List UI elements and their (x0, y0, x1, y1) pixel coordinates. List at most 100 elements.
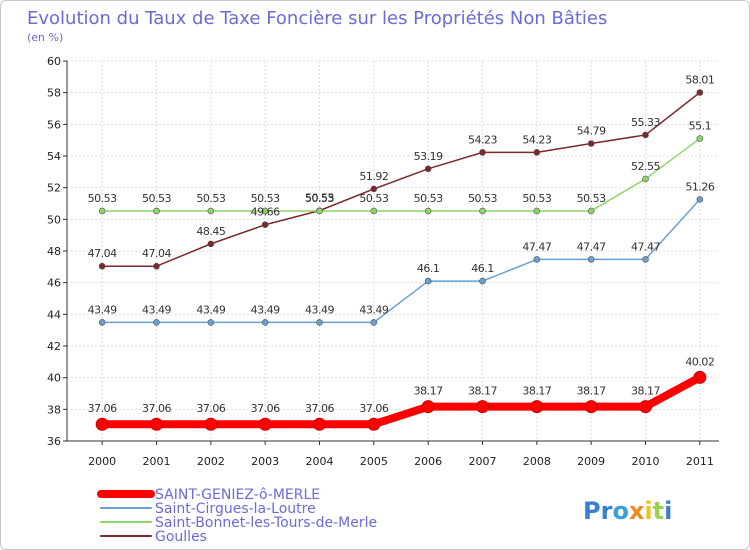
chart-title: Evolution du Taux de Taxe Foncière sur l… (27, 8, 607, 29)
y-tick-label: 54 (47, 150, 61, 163)
data-labels: 47.04 47.04 48.45 49.66 50.55 51.92 53.19 54.23… (88, 74, 716, 416)
legend-entry: SAINT-GENIEZ-ô-MERLE (155, 487, 320, 503)
legend-entry: Saint-Bonnet-les-Tours-de-Merle (155, 515, 377, 531)
x-tick-label: 2005 (360, 455, 388, 468)
x-tick-label: 2009 (577, 455, 605, 468)
data-label: 48.45 (196, 225, 225, 238)
data-point (424, 165, 432, 173)
data-point (479, 277, 486, 285)
data-point (258, 417, 272, 431)
data-point (530, 400, 544, 414)
data-point (370, 319, 378, 326)
y-tick-label: 40 (47, 372, 61, 385)
data-point (150, 417, 163, 431)
y-tick-label: 52 (47, 182, 61, 195)
data-label: 37.06 (142, 402, 171, 415)
data-point (642, 256, 649, 263)
data-label: 54.23 (522, 133, 551, 146)
data-point (261, 221, 269, 229)
data-point (642, 175, 649, 183)
data-point (693, 370, 707, 384)
data-point (584, 400, 598, 414)
data-point (153, 319, 160, 326)
y-tick-label: 60 (47, 55, 61, 68)
y-tick-label: 44 (47, 308, 61, 321)
data-label: 50.53 (359, 192, 388, 205)
x-tick-label: 2000 (88, 455, 116, 468)
data-label: 50.53 (142, 192, 171, 205)
x-tick-label: 2006 (414, 455, 442, 468)
y-tick-label: 38 (47, 403, 61, 416)
x-tick-label: 2011 (686, 455, 714, 468)
data-label: 50.53 (196, 192, 225, 205)
data-label: 43.49 (196, 303, 225, 316)
data-point (316, 207, 323, 215)
x-tick-label: 2003 (251, 455, 279, 468)
series-line-1 (101, 198, 701, 324)
data-label: 37.06 (305, 402, 334, 415)
data-label: 51.92 (359, 170, 388, 183)
x-tick-label: 2007 (469, 455, 497, 468)
y-tick-label: 50 (47, 213, 61, 226)
y-tick-label: 56 (47, 118, 61, 131)
data-label: 50.53 (468, 192, 497, 205)
data-label: 50.53 (577, 192, 606, 205)
data-label: 50.53 (522, 192, 551, 205)
data-label: 50.53 (251, 192, 280, 205)
data-point (370, 207, 378, 215)
data-label: 47.47 (522, 240, 551, 253)
data-label: 50.53 (305, 192, 334, 205)
data-label: 47.04 (88, 247, 117, 260)
data-point (98, 319, 106, 326)
data-point (587, 256, 595, 263)
data-label: 52.55 (631, 160, 660, 173)
data-label: 55.33 (631, 116, 660, 129)
data-point (98, 262, 106, 270)
proxiti-logo: Proxiti (583, 497, 672, 525)
data-point (642, 131, 649, 139)
data-label: 38.17 (631, 385, 660, 398)
data-label: 43.49 (305, 303, 334, 316)
data-label: 43.49 (251, 303, 280, 316)
series-lines (95, 89, 707, 431)
data-point (639, 400, 652, 414)
y-tick-label: 36 (47, 435, 61, 448)
data-label: 54.23 (468, 133, 497, 146)
series-line-0 (98, 373, 704, 429)
data-label: 53.19 (414, 150, 443, 163)
data-point (696, 89, 704, 96)
legend-entry: Goulles (155, 529, 207, 545)
data-label: 43.49 (359, 303, 388, 316)
grid (67, 60, 719, 442)
data-point (424, 277, 432, 285)
data-label: 46.1 (471, 262, 494, 275)
data-label: 43.49 (142, 303, 171, 316)
data-label: 38.17 (468, 385, 497, 398)
data-point (696, 196, 704, 203)
data-point (587, 207, 595, 215)
data-point (696, 135, 704, 142)
data-label: 38.17 (522, 385, 551, 398)
data-point (98, 207, 106, 215)
data-point (421, 400, 435, 414)
data-label: 38.17 (577, 385, 606, 398)
x-tick-label: 2002 (197, 455, 225, 468)
x-tick-label: 2008 (523, 455, 551, 468)
data-point (316, 319, 323, 326)
data-point (153, 207, 160, 215)
data-label: 50.53 (414, 192, 443, 205)
data-point (95, 417, 109, 431)
data-label: 47.47 (631, 240, 660, 253)
data-label: 51.26 (685, 180, 714, 193)
data-label: 40.02 (685, 355, 714, 368)
data-point (479, 207, 486, 215)
data-point (261, 319, 269, 326)
data-point (479, 149, 486, 156)
data-point (207, 207, 215, 215)
x-tick-label: 2010 (632, 455, 660, 468)
x-tick-label: 2004 (306, 455, 334, 468)
data-point (424, 207, 432, 215)
data-label: 37.06 (251, 402, 280, 415)
data-point (313, 417, 326, 431)
